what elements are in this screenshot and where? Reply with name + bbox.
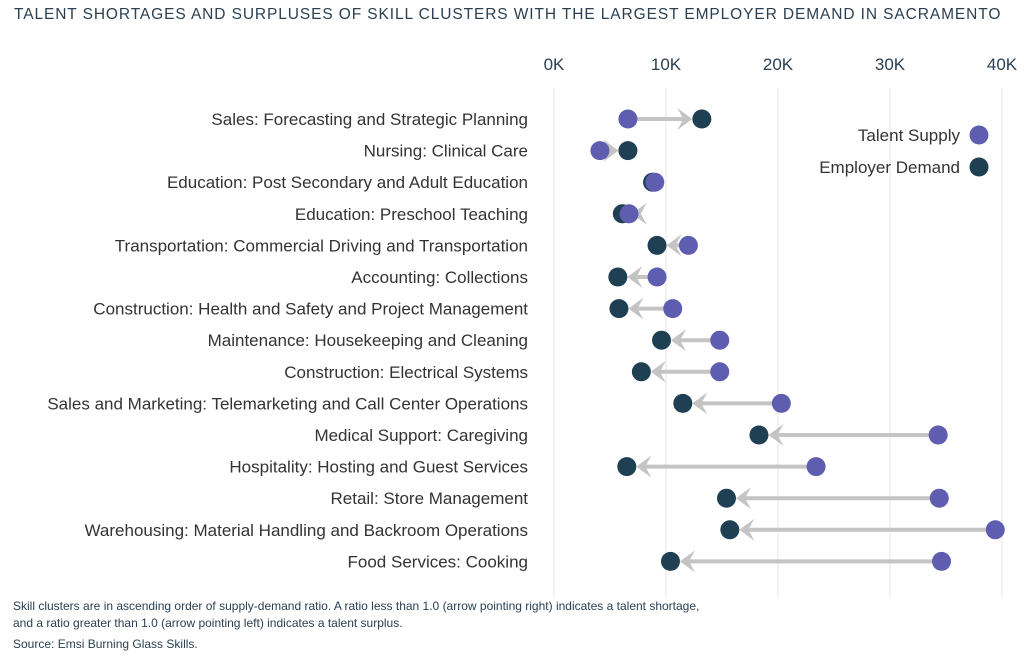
arrow-head: [671, 329, 687, 352]
talent-supply-point: [619, 204, 639, 224]
x-tick-label: 10K: [651, 55, 682, 74]
category-label: Construction: Electrical Systems: [284, 363, 528, 382]
arrow-head: [627, 266, 643, 288]
chart-footnote: Skill clusters are in ascending order of…: [13, 599, 700, 630]
x-tick-label: 40K: [987, 55, 1018, 74]
employer-demand-point: [609, 299, 629, 319]
talent-supply-point: [806, 457, 826, 477]
category-label: Transportation: Commercial Driving and T…: [115, 236, 528, 255]
talent-supply-point: [710, 330, 730, 350]
arrow-head: [666, 234, 682, 257]
employer-demand-point: [660, 551, 680, 571]
category-label: Education: Post Secondary and Adult Educ…: [167, 173, 528, 192]
chart-title: TALENT SHORTAGES AND SURPLUSES OF SKILL …: [14, 6, 1002, 23]
talent-supply-point: [663, 299, 683, 319]
talent-supply-point: [590, 141, 610, 161]
category-label: Hospitality: Hosting and Guest Services: [229, 458, 528, 477]
talent-supply-point: [618, 109, 638, 129]
category-label: Sales and Marketing: Telemarketing and C…: [47, 394, 528, 413]
legend-label: Employer Demand: [819, 158, 960, 177]
x-tick-label: 0K: [544, 55, 565, 74]
arrow-head: [677, 108, 693, 130]
talent-supply-point: [771, 393, 791, 413]
employer-demand-point: [692, 109, 712, 129]
category-label: Nursing: Clinical Care: [364, 142, 528, 161]
employer-demand-point: [673, 393, 693, 413]
talent-supply-point: [647, 267, 667, 287]
category-label: Warehousing: Material Handling and Backr…: [85, 521, 529, 540]
employer-demand-point: [608, 267, 628, 287]
x-tick-label: 30K: [875, 55, 906, 74]
arrow-head: [692, 392, 708, 415]
category-label: Sales: Forecasting and Strategic Plannin…: [211, 110, 528, 129]
legend-label: Talent Supply: [858, 126, 961, 145]
arrow-head: [739, 518, 755, 541]
category-label: Food Services: Cooking: [348, 552, 528, 571]
employer-demand-point: [652, 330, 672, 350]
category-label: Accounting: Collections: [351, 268, 528, 287]
category-label: Maintenance: Housekeeping and Cleaning: [208, 331, 528, 350]
employer-demand-point: [720, 520, 740, 540]
dumbbell-chart: 0K 10K 20K 30K 40K Sales: Forecasting and Str…: [47, 55, 1018, 598]
arrow-head: [679, 550, 695, 573]
arrow-head: [650, 360, 666, 383]
talent-supply-point: [928, 425, 948, 445]
employer-demand-point: [647, 235, 667, 255]
talent-supply-point: [645, 172, 665, 192]
employer-demand-point: [618, 141, 638, 161]
category-label: Medical Support: Caregiving: [314, 426, 528, 445]
category-label: Construction: Health and Safety and Proj…: [93, 300, 528, 319]
talent-supply-point: [932, 551, 952, 571]
legend-marker: [969, 157, 989, 177]
arrow-head: [628, 297, 644, 320]
arrow-head: [768, 424, 784, 446]
talent-supply-point: [929, 488, 949, 508]
category-label: Education: Preschool Teaching: [295, 205, 528, 224]
talent-supply-point: [710, 362, 730, 382]
arrow-head: [636, 455, 652, 478]
arrow-head: [735, 487, 751, 510]
chart-source: Source: Emsi Burning Glass Skills.: [13, 637, 198, 651]
employer-demand-point: [617, 457, 637, 477]
talent-supply-point: [678, 235, 698, 255]
employer-demand-point: [716, 488, 736, 508]
arrow-head: [631, 202, 647, 225]
employer-demand-point: [749, 425, 769, 445]
category-label: Retail: Store Management: [331, 489, 529, 508]
employer-demand-point: [631, 362, 651, 382]
talent-supply-point: [985, 520, 1005, 540]
x-tick-label: 20K: [763, 55, 794, 74]
legend-marker: [969, 125, 989, 145]
